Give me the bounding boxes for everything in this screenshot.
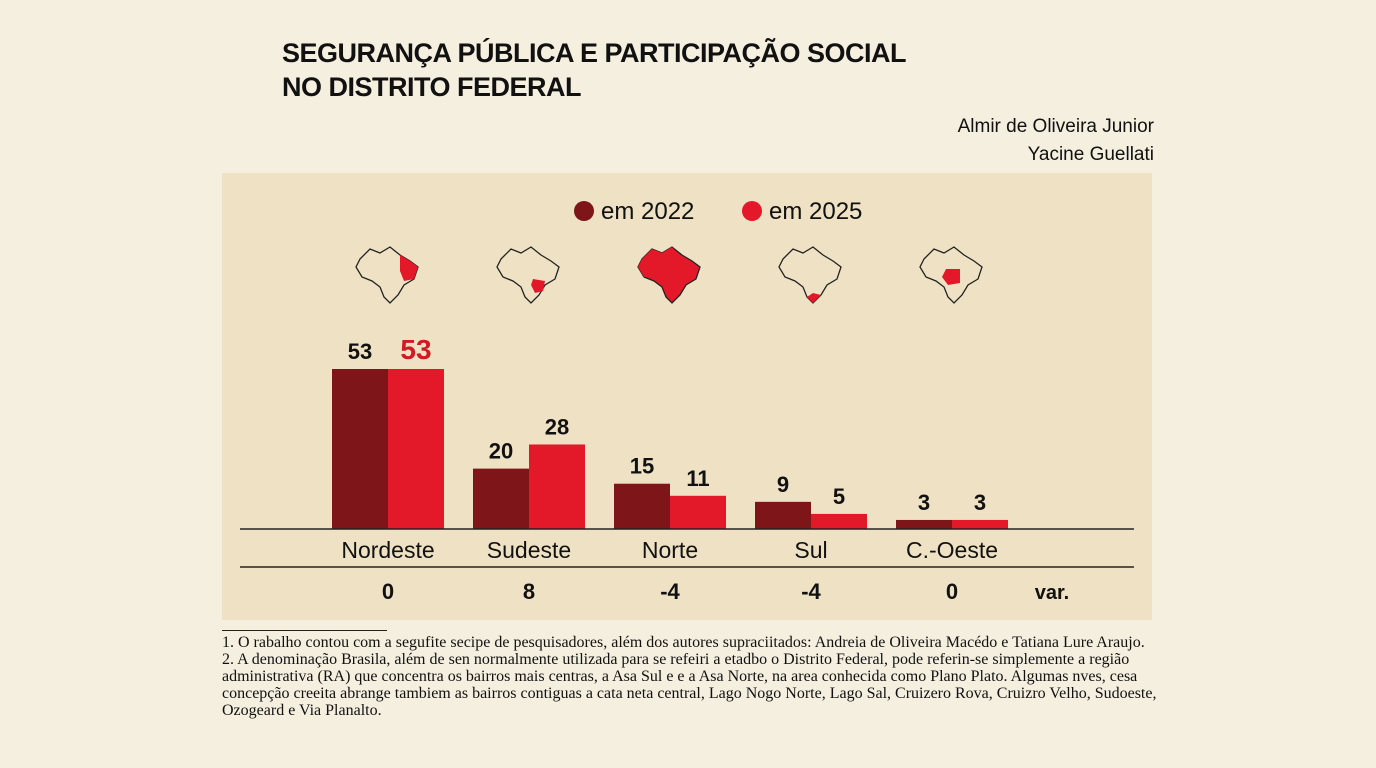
data-label-C.-Oeste-1: 3 — [974, 490, 986, 515]
bar-Sul-1 — [811, 513, 867, 529]
data-label-Norte-1: 11 — [686, 466, 709, 491]
data-label-C.-Oeste-0: 3 — [918, 490, 930, 515]
footnote-1: 1. O rabalho contou com a segufite secip… — [222, 634, 1145, 651]
footnote-rule — [222, 630, 387, 631]
title-line-2: NO DISTRITO FEDERAL — [282, 72, 582, 102]
footnote-2: 2. A denominação Brasila, além de sen no… — [222, 651, 1157, 719]
tick-label-Nordeste: Nordeste — [341, 537, 434, 563]
legend-swatch-0 — [574, 201, 594, 221]
variation-label: var. — [1035, 582, 1069, 604]
page-title: SEGURANÇA PÚBLICA E PARTICIPAÇÃO SOCIAL N… — [282, 36, 907, 104]
variation-Sudeste: 8 — [523, 579, 535, 604]
brazil-map-sul-icon — [778, 246, 842, 304]
legend-swatch-1 — [742, 201, 762, 221]
brazil-map-sudeste-icon — [496, 246, 560, 304]
data-label-Sul-1: 5 — [833, 484, 845, 509]
chart-panel: em 2022 em 2025 53 53 Nordeste 0 20 28 Sudeste 8 1… — [222, 173, 1152, 620]
data-label-Sudeste-1: 28 — [545, 414, 569, 439]
bar-Nordeste-1 — [388, 369, 444, 529]
legend-label-1: em 2025 — [769, 198, 862, 225]
variation-Norte: -4 — [660, 579, 680, 604]
bar-Nordeste-0 — [332, 369, 388, 529]
tick-label-Sudeste: Sudeste — [487, 537, 571, 563]
bar-Norte-0 — [614, 483, 670, 529]
variation-C.-Oeste: 0 — [946, 579, 958, 604]
bar-C.-Oeste-0 — [896, 519, 952, 529]
bar-Sudeste-0 — [473, 468, 529, 529]
brazil-map-centro-oeste-icon — [919, 246, 983, 304]
data-label-Sul-0: 9 — [777, 472, 789, 497]
bar-C.-Oeste-1 — [952, 519, 1008, 529]
data-label-Nordeste-0: 53 — [348, 339, 372, 364]
data-label-Sudeste-0: 20 — [489, 439, 513, 464]
tick-label-C.-Oeste: C.-Oeste — [906, 537, 998, 563]
title-line-1: SEGURANÇA PÚBLICA E PARTICIPAÇÃO SOCIAL — [282, 38, 907, 68]
bar-Sudeste-1 — [529, 444, 585, 529]
variation-Nordeste: 0 — [382, 579, 394, 604]
tick-label-Norte: Norte — [642, 537, 698, 563]
brazil-map-nordeste-icon — [355, 246, 419, 304]
tick-label-Sul: Sul — [794, 537, 827, 563]
legend-label-0: em 2022 — [601, 198, 694, 225]
data-label-Norte-0: 15 — [630, 454, 654, 479]
bar-Norte-1 — [670, 495, 726, 529]
bar-Sul-0 — [755, 501, 811, 529]
author-2: Yacine Guellati — [1027, 144, 1154, 165]
variation-Sul: -4 — [801, 579, 821, 604]
brazil-map-norte-icon — [637, 246, 701, 304]
data-label-Nordeste-1: 53 — [400, 334, 431, 365]
footnotes: 1. O rabalho contou com a segufite secip… — [222, 630, 1162, 719]
author-1: Almir de Oliveira Junior — [957, 116, 1154, 137]
